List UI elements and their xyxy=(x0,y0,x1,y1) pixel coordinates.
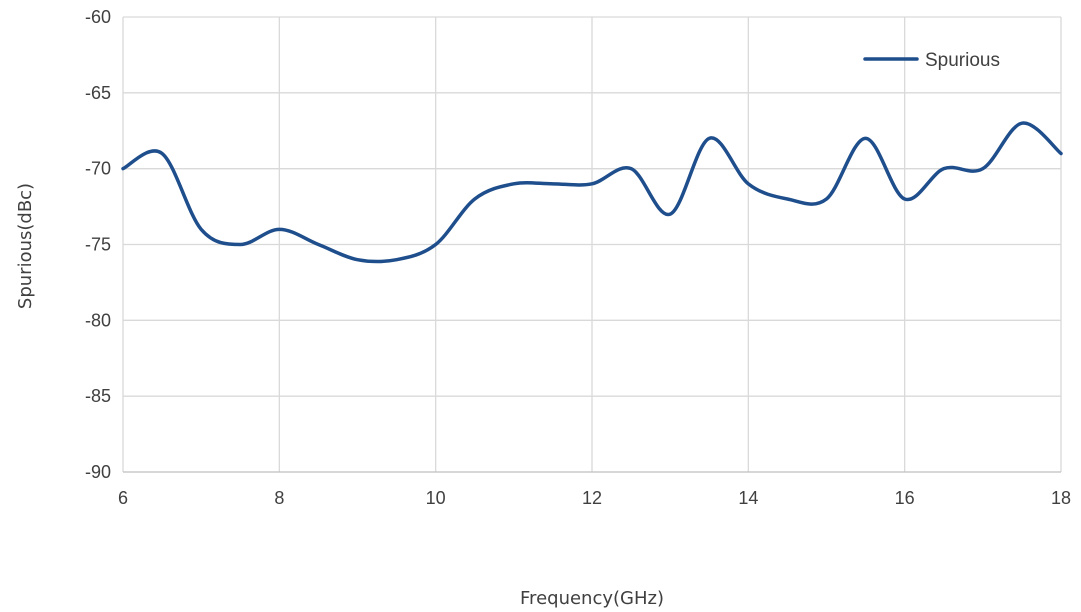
legend: Spurious xyxy=(863,50,1000,71)
y-tick-label: -80 xyxy=(85,310,111,330)
y-tick-label: -65 xyxy=(85,83,111,103)
series-line-spurious xyxy=(121,121,1063,264)
y-tick-label: -85 xyxy=(85,386,111,406)
x-axis-title: Frequency(GHz) xyxy=(520,588,664,609)
legend-label: Spurious xyxy=(925,50,1000,71)
series-group xyxy=(121,121,1063,264)
x-tick-label: 18 xyxy=(1051,488,1071,508)
x-tick-label: 8 xyxy=(274,488,284,508)
y-tick-label: -60 xyxy=(85,7,111,27)
y-tick-label: -70 xyxy=(85,159,111,179)
x-tick-label: 6 xyxy=(118,488,128,508)
x-tick-label: 12 xyxy=(582,488,602,508)
x-tick-label: 14 xyxy=(738,488,758,508)
y-tick-label: -75 xyxy=(85,235,111,255)
x-tick-label: 10 xyxy=(426,488,446,508)
y-tick-label: -90 xyxy=(85,462,111,482)
x-tick-label: 16 xyxy=(895,488,915,508)
y-tick-labels: -60 -65 -70 -75 -80 -85 -90 xyxy=(85,7,111,482)
y-axis-title: Spurious(dBc) xyxy=(15,183,36,309)
x-tick-labels: 6 8 10 12 14 16 18 xyxy=(118,488,1071,508)
grid-lines xyxy=(122,16,1062,472)
